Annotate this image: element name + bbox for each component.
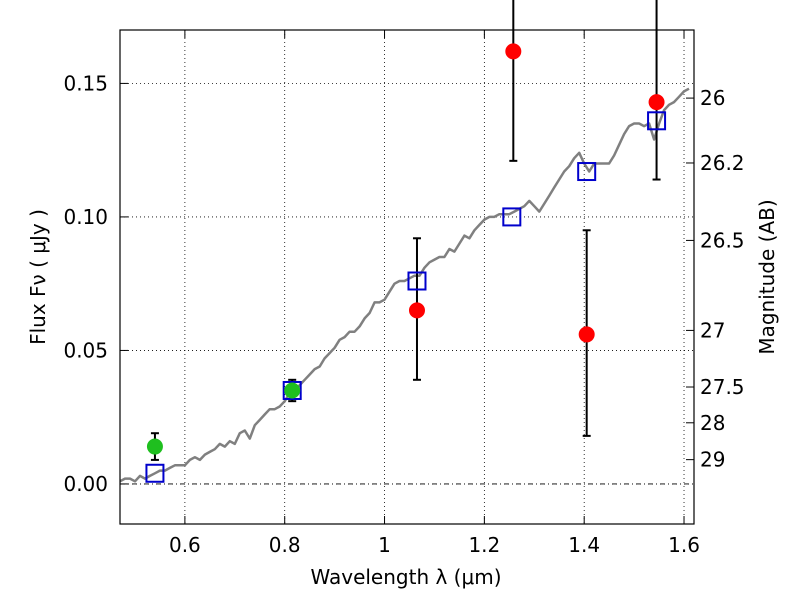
y-axis-label: Flux Fν ( μJy ) — [26, 209, 50, 345]
ticks: 0.6 0.8 1 1.2 1.4 1.6 0.00 0.05 0.10 0.15 26 26.2 26… — [63, 30, 745, 557]
y2-tick-label: 27.5 — [700, 375, 745, 399]
detection-point — [648, 94, 665, 111]
y2-tick-label: 27 — [700, 318, 725, 342]
x-tick-label: 1 — [378, 533, 391, 557]
y2-tick-label: 26 — [700, 86, 725, 110]
y-tick-label: 0.00 — [63, 472, 108, 496]
y2-tick-label: 28 — [700, 411, 725, 435]
y-tick-label: 0.15 — [63, 71, 108, 95]
model-photometry-square — [502, 207, 522, 227]
detection-point — [578, 326, 595, 343]
y2-tick-label: 26.5 — [700, 228, 745, 252]
model-photometry-square — [407, 271, 427, 291]
detection-point — [505, 43, 522, 60]
model-photometry-square — [577, 162, 597, 182]
plot-frame — [119, 29, 695, 525]
y2-tick-label: 29 — [700, 448, 725, 472]
x-tick-label: 0.6 — [169, 533, 201, 557]
x-tick-label: 1.6 — [668, 533, 700, 557]
y2-axis-label: Magnitude (AB) — [755, 199, 779, 354]
detection-point — [408, 302, 425, 319]
markers — [145, 43, 667, 483]
x-tick-label: 1.4 — [568, 533, 600, 557]
x-axis-label: Wavelength λ (μm) — [310, 565, 501, 589]
detection-point — [284, 382, 301, 399]
model-photometry-square — [282, 380, 302, 400]
y-tick-label: 0.05 — [63, 338, 108, 362]
x-tick-label: 1.2 — [468, 533, 500, 557]
model-photometry-square — [647, 111, 667, 131]
detection-point — [146, 438, 163, 455]
y-tick-label: 0.10 — [63, 205, 108, 229]
y2-tick-label: 26.2 — [700, 151, 745, 175]
x-tick-label: 0.8 — [269, 533, 301, 557]
model-photometry-square — [145, 463, 165, 483]
